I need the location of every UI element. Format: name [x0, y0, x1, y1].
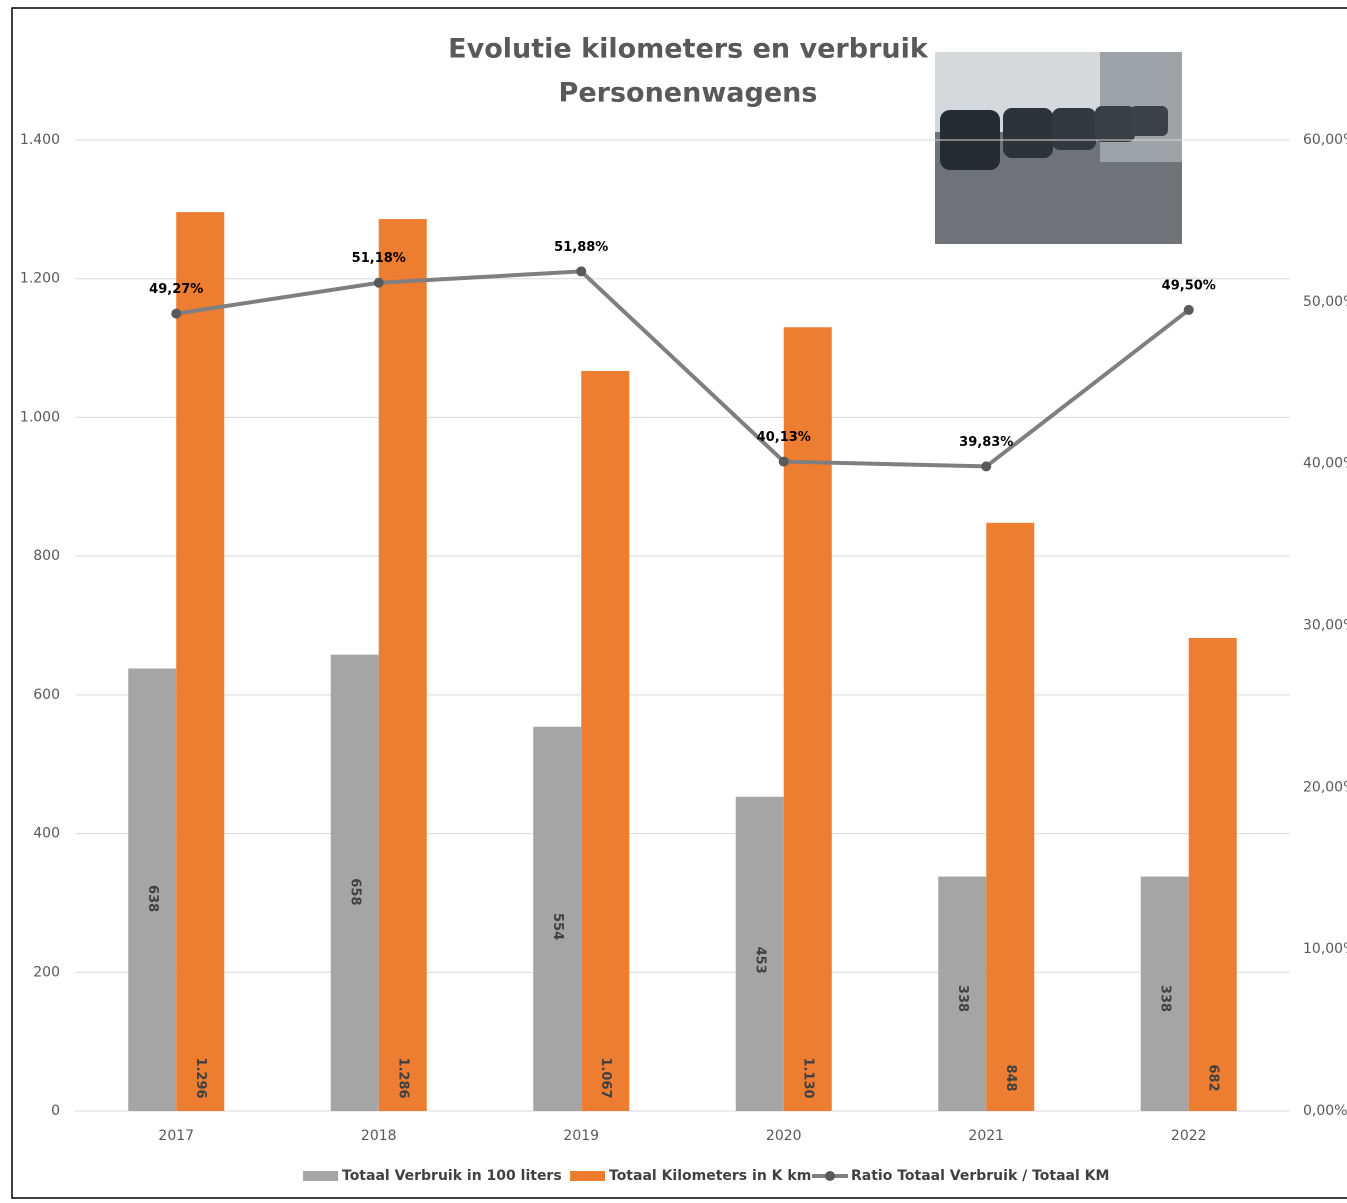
bar: [735, 796, 784, 1111]
legend-label: Totaal Kilometers in K km: [609, 1168, 811, 1184]
line-marker: [981, 461, 992, 472]
y-tick-label: 600: [33, 687, 60, 703]
bar: [938, 876, 987, 1111]
bar: [581, 370, 630, 1111]
data-label: 1.067: [598, 1057, 613, 1098]
y2-tick-label: 30,00%: [1303, 618, 1347, 634]
data-label: 338: [955, 985, 970, 1012]
chart-title: Evolutie kilometers en verbruik: [448, 34, 929, 65]
data-label: 51,88%: [554, 240, 608, 255]
line-marker: [778, 456, 789, 467]
line-marker: [576, 266, 587, 277]
data-label: 1.286: [395, 1057, 410, 1098]
line-series: [175, 269, 1190, 469]
x-tick-label: 2020: [766, 1128, 802, 1144]
data-label: 1.130: [800, 1057, 815, 1098]
bar: [330, 654, 379, 1111]
y2-tick-label: 20,00%: [1303, 779, 1347, 795]
y-tick-label: 0: [51, 1103, 60, 1119]
legend-swatch: [570, 1171, 605, 1181]
chart-title: Personenwagens: [559, 78, 818, 109]
data-label: 658: [347, 878, 362, 905]
legend-label: Ratio Totaal Verbruik / Totaal KM: [851, 1168, 1109, 1184]
bar: [783, 327, 832, 1111]
data-label: 453: [752, 947, 767, 974]
line-marker: [1183, 304, 1194, 315]
bar: [1140, 876, 1189, 1111]
data-label: 682: [1205, 1064, 1220, 1091]
photo: [935, 52, 1182, 244]
y-tick-label: 200: [33, 964, 60, 980]
legend-label: Totaal Verbruik in 100 liters: [342, 1168, 562, 1184]
y-tick-label: 1.200: [20, 271, 60, 287]
y-tick-label: 400: [33, 826, 60, 842]
legend-swatch: [303, 1171, 338, 1181]
data-label: 39,83%: [959, 435, 1013, 450]
y2-tick-label: 50,00%: [1303, 294, 1347, 310]
line-marker: [373, 277, 384, 288]
data-label: 51,18%: [352, 251, 406, 266]
data-label: 1.296: [193, 1057, 208, 1098]
data-label: 49,50%: [1162, 278, 1216, 293]
y2-tick-label: 60,00%: [1303, 132, 1347, 148]
x-tick-label: 2018: [361, 1128, 397, 1144]
y-tick-label: 1.000: [20, 409, 60, 425]
data-label: 338: [1157, 985, 1172, 1012]
data-label: 638: [145, 885, 160, 912]
bar: [176, 212, 225, 1112]
y2-tick-label: 40,00%: [1303, 456, 1347, 472]
bar: [378, 219, 427, 1111]
data-label: 554: [550, 913, 565, 940]
data-label: 49,27%: [149, 282, 203, 297]
bar: [986, 522, 1035, 1111]
x-tick-label: 2019: [563, 1128, 599, 1144]
x-tick-label: 2017: [158, 1128, 194, 1144]
y2-tick-label: 10,00%: [1303, 941, 1347, 957]
y-tick-label: 1.400: [20, 132, 60, 148]
legend-swatch: [825, 1171, 835, 1181]
bar: [533, 726, 582, 1111]
bar: [1188, 637, 1237, 1111]
line-marker: [171, 308, 182, 319]
data-label: 40,13%: [757, 430, 811, 445]
bar: [128, 668, 177, 1111]
y-tick-label: 800: [33, 548, 60, 564]
data-label: 848: [1003, 1064, 1018, 1091]
x-tick-label: 2021: [968, 1128, 1004, 1144]
x-tick-label: 2022: [1171, 1128, 1207, 1144]
y2-tick-label: 0,00%: [1303, 1103, 1347, 1119]
